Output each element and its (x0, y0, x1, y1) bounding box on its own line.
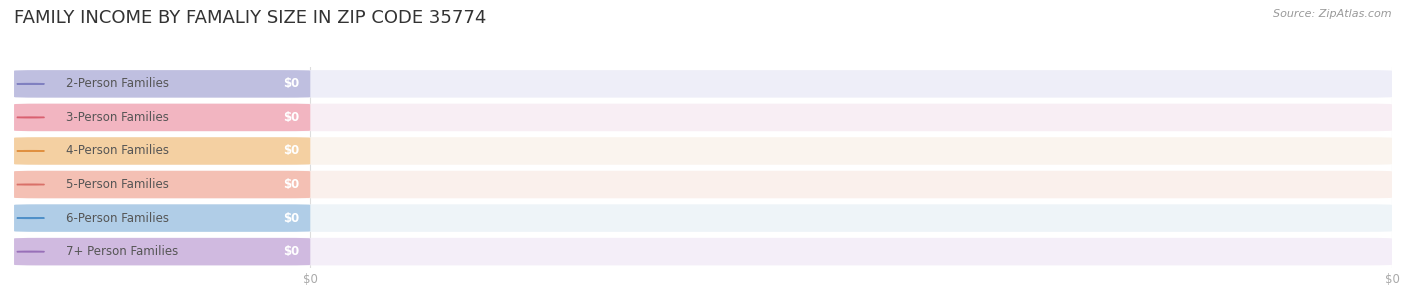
Text: 7+ Person Families: 7+ Person Families (66, 245, 179, 258)
Text: Source: ZipAtlas.com: Source: ZipAtlas.com (1274, 9, 1392, 19)
Text: $0: $0 (283, 77, 299, 90)
Circle shape (17, 184, 45, 185)
FancyBboxPatch shape (14, 70, 1392, 98)
Text: $0: $0 (283, 178, 299, 191)
FancyBboxPatch shape (14, 104, 311, 131)
FancyBboxPatch shape (14, 171, 1392, 198)
FancyBboxPatch shape (14, 70, 311, 98)
Text: $0: $0 (283, 145, 299, 157)
Text: $0: $0 (283, 212, 299, 224)
Text: 3-Person Families: 3-Person Families (66, 111, 169, 124)
Text: $0: $0 (283, 245, 299, 258)
FancyBboxPatch shape (14, 204, 1392, 232)
Text: 6-Person Families: 6-Person Families (66, 212, 169, 224)
Text: 4-Person Families: 4-Person Families (66, 145, 169, 157)
FancyBboxPatch shape (14, 137, 1392, 165)
FancyBboxPatch shape (14, 238, 311, 265)
Text: 5-Person Families: 5-Person Families (66, 178, 169, 191)
Text: FAMILY INCOME BY FAMALIY SIZE IN ZIP CODE 35774: FAMILY INCOME BY FAMALIY SIZE IN ZIP COD… (14, 9, 486, 27)
FancyBboxPatch shape (14, 171, 311, 198)
Circle shape (17, 251, 45, 252)
FancyBboxPatch shape (14, 204, 311, 232)
FancyBboxPatch shape (14, 137, 311, 165)
Text: 2-Person Families: 2-Person Families (66, 77, 169, 90)
Text: $0: $0 (283, 111, 299, 124)
FancyBboxPatch shape (14, 238, 1392, 265)
Circle shape (17, 117, 45, 118)
FancyBboxPatch shape (14, 104, 1392, 131)
